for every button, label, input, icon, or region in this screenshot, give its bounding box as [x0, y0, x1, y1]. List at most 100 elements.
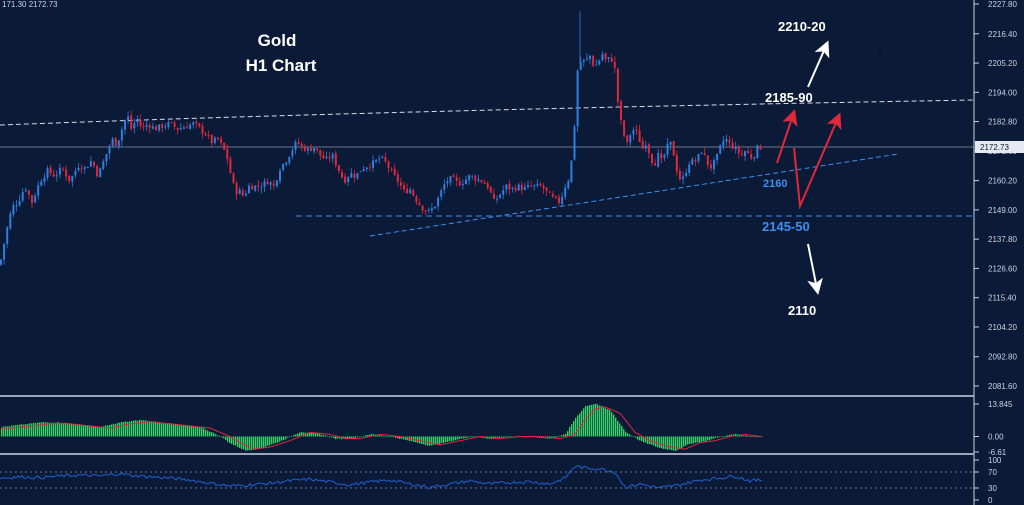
macd-bar: [695, 436, 697, 443]
macd-bar: [721, 436, 723, 437]
macd-bar: [685, 436, 687, 446]
macd-bar: [45, 422, 47, 437]
candle-body: [368, 167, 371, 169]
level-2145-50: 2145-50: [762, 219, 810, 234]
macd-bar: [223, 436, 225, 439]
macd-bar: [557, 436, 559, 438]
candle-body: [412, 190, 415, 196]
macd-bar: [433, 436, 435, 445]
candle-body: [288, 156, 291, 163]
macd-bar: [167, 423, 169, 437]
candle-body: [607, 57, 610, 59]
candle-body: [399, 182, 402, 186]
candle-body: [468, 175, 471, 181]
macd-bar: [193, 426, 195, 437]
macd-bar: [757, 436, 759, 438]
candle-body: [713, 159, 715, 170]
candle-body: [254, 185, 257, 191]
macd-bar: [637, 436, 639, 440]
macd-bar: [101, 426, 103, 437]
macd-bar: [39, 422, 41, 437]
macd-bar: [465, 436, 467, 439]
macd-bar: [35, 423, 37, 437]
candle-body: [626, 135, 629, 142]
macd-bar: [25, 424, 27, 437]
macd-bar: [727, 435, 729, 437]
candle-body: [734, 146, 737, 150]
macd-bar: [369, 434, 371, 437]
candle-body: [269, 182, 272, 185]
candle-body: [430, 208, 433, 211]
macd-axis: 13.845 0.00 -6.61: [974, 400, 1013, 457]
macd-bar: [645, 436, 647, 443]
candle-body: [424, 210, 427, 212]
macd-bar: [69, 423, 71, 437]
candle-body: [179, 128, 182, 130]
candle-body: [241, 190, 244, 196]
candle-body: [176, 127, 179, 130]
candle-body: [511, 187, 514, 189]
candle-body: [592, 55, 595, 66]
candle-body: [148, 125, 151, 128]
candle-body: [523, 186, 526, 190]
macd-bar: [445, 436, 447, 442]
marker-dot: [879, 50, 881, 52]
macd-bar: [105, 425, 107, 437]
macd-bar: [295, 434, 297, 437]
candle-body: [300, 143, 303, 147]
macd-bar: [719, 436, 721, 438]
macd-bar: [361, 436, 363, 437]
candle-body: [703, 153, 706, 155]
candle-body: [6, 227, 9, 244]
macd-bar: [345, 436, 347, 440]
macd-bar: [507, 436, 509, 438]
candle-body: [266, 181, 269, 185]
macd-bar: [615, 417, 617, 437]
macd-bar: [715, 436, 717, 438]
macd-bar: [415, 436, 417, 443]
macd-bar: [213, 432, 215, 437]
candle-body: [350, 173, 353, 178]
macd-bar: [439, 436, 441, 445]
chart-title: Gold: [258, 31, 297, 50]
macd-bar: [563, 434, 565, 437]
macd-bar: [7, 426, 9, 437]
candle-body: [24, 190, 27, 192]
macd-histogram: [1, 403, 763, 451]
macd-bar: [717, 436, 719, 438]
candle-body: [46, 168, 49, 178]
rsi-tick-label: 0: [988, 496, 993, 505]
macd-bar: [601, 405, 603, 437]
macd-bar: [707, 436, 709, 441]
macd-bar: [689, 436, 691, 444]
candle-body: [353, 174, 356, 178]
white-arrow-down: [807, 243, 823, 295]
macd-bar: [153, 421, 155, 437]
candle-body: [576, 70, 579, 127]
macd-signal-line: [1, 406, 762, 450]
macd-bar: [673, 436, 675, 451]
candle-body: [133, 123, 136, 129]
candle-body: [356, 172, 359, 179]
price-tick-label: 2216.40: [988, 30, 1017, 39]
candle-body: [474, 176, 477, 181]
macd-bar: [561, 435, 563, 437]
candle-body: [337, 165, 340, 172]
macd-bar: [261, 436, 263, 448]
candle-body: [285, 162, 288, 165]
red-arrow-up-1: [776, 109, 798, 164]
candle-body: [750, 153, 753, 159]
macd-bar: [393, 436, 395, 438]
candle-body: [21, 192, 24, 201]
macd-bar: [435, 436, 437, 445]
macd-bar: [427, 436, 429, 446]
candle-body: [694, 160, 697, 162]
macd-bar: [657, 436, 659, 448]
candle-body: [582, 59, 585, 62]
macd-bar: [611, 412, 613, 437]
candle-body: [672, 141, 675, 156]
macd-bar: [93, 426, 95, 437]
macd-bar: [651, 436, 653, 445]
macd-bar: [51, 422, 53, 437]
candle-body: [409, 189, 412, 194]
